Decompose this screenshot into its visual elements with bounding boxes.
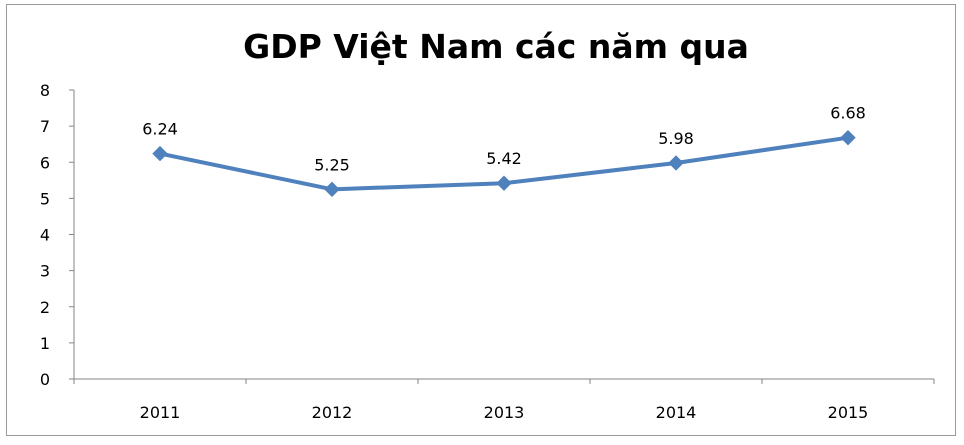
chart-frame [6,4,956,436]
y-tick-label: 6 [40,153,50,172]
y-tick-label: 7 [40,117,50,136]
y-tick-label: 1 [40,334,50,353]
y-tick-label: 0 [40,370,50,389]
data-label: 6.68 [830,104,866,123]
data-label: 5.98 [658,129,694,148]
chart-title: GDP Việt Nam các năm qua [243,27,749,66]
marker-layer [152,129,856,198]
x-tick-label: 2012 [312,403,353,422]
data-label: 6.24 [142,120,178,139]
data-label-layer: 6.24 5.25 5.42 5.98 6.68 [142,104,866,175]
y-tick-label: 8 [40,81,50,100]
x-tick-label: 2013 [484,403,525,422]
x-tick-label: 2014 [656,403,697,422]
data-point-marker [668,155,684,171]
data-point-marker [496,175,512,191]
data-point-marker [152,145,168,162]
data-point-marker [840,129,856,146]
y-axis-ticks: 0 1 2 3 4 5 6 7 8 [40,81,74,389]
x-tick-label: 2015 [828,403,869,422]
y-tick-label: 2 [40,298,50,317]
data-label: 5.42 [486,149,522,168]
x-axis-ticks: 2011 2012 2013 2014 2015 [73,379,935,422]
data-label: 5.25 [314,155,350,174]
y-tick-label: 4 [40,226,50,245]
x-tick-label: 2011 [140,403,181,422]
y-tick-label: 5 [40,189,50,208]
data-point-marker [324,181,340,198]
y-tick-label: 3 [40,262,50,281]
